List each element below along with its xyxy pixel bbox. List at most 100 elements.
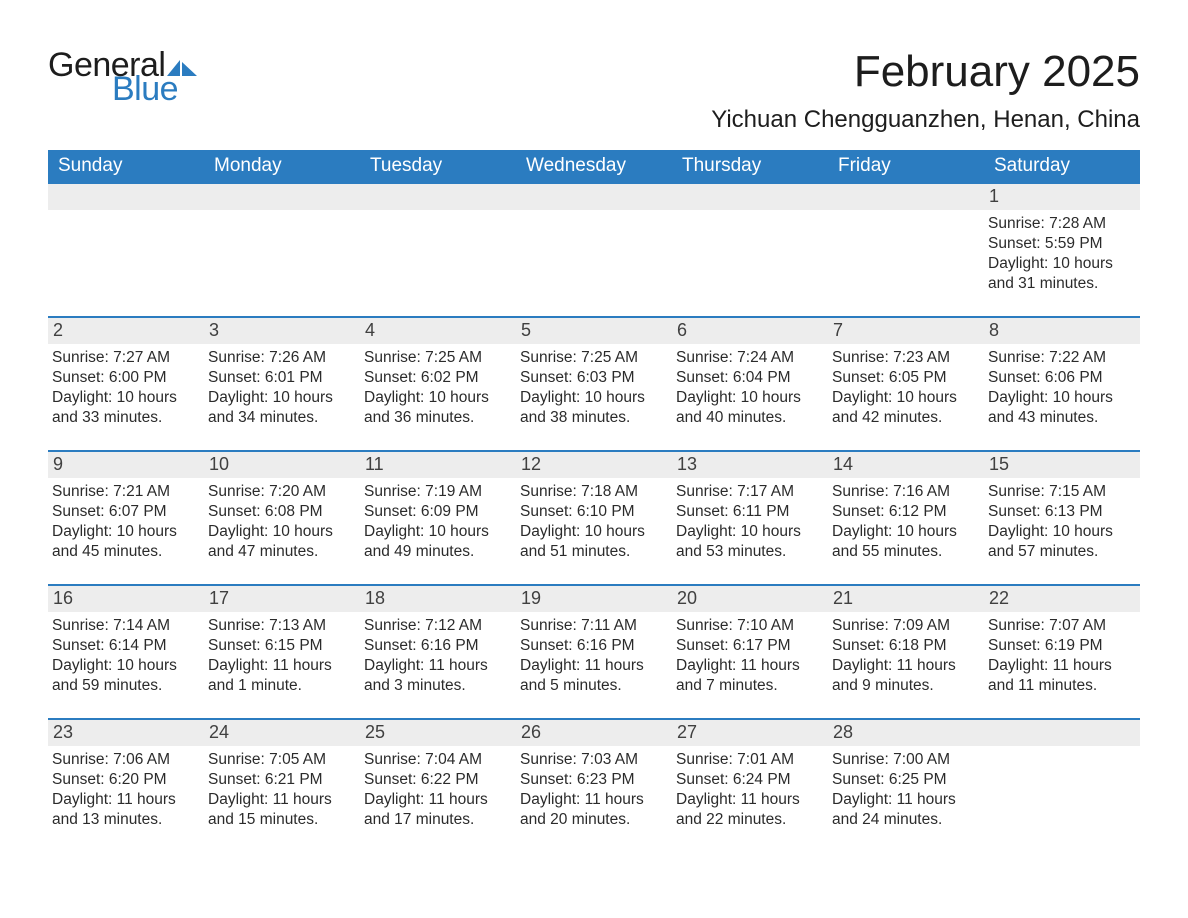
day-body: Sunrise: 7:17 AMSunset: 6:11 PMDaylight:… <box>676 482 822 563</box>
sunrise-text: Sunrise: 7:01 AM <box>676 750 818 770</box>
day-number: 25 <box>360 720 516 745</box>
day-cell: 4Sunrise: 7:25 AMSunset: 6:02 PMDaylight… <box>360 317 516 451</box>
day-number: 5 <box>516 318 672 343</box>
day-number: 1 <box>984 184 1140 209</box>
day-cell: 24Sunrise: 7:05 AMSunset: 6:21 PMDayligh… <box>204 719 360 852</box>
day-number: 21 <box>828 586 984 611</box>
day-cell: 17Sunrise: 7:13 AMSunset: 6:15 PMDayligh… <box>204 585 360 719</box>
day-body: Sunrise: 7:09 AMSunset: 6:18 PMDaylight:… <box>832 616 978 697</box>
sunrise-text: Sunrise: 7:06 AM <box>52 750 194 770</box>
sunset-text: Sunset: 6:12 PM <box>832 502 974 522</box>
day-number: 24 <box>204 720 360 745</box>
day-number <box>828 184 984 209</box>
sunset-text: Sunset: 6:05 PM <box>832 368 974 388</box>
day-number: 12 <box>516 452 672 477</box>
sunrise-text: Sunrise: 7:25 AM <box>520 348 662 368</box>
day-cell <box>516 183 672 317</box>
daylight-text: Daylight: 11 hours and 15 minutes. <box>208 790 350 830</box>
day-number: 11 <box>360 452 516 477</box>
sunrise-text: Sunrise: 7:17 AM <box>676 482 818 502</box>
day-body: Sunrise: 7:20 AMSunset: 6:08 PMDaylight:… <box>208 482 354 563</box>
daylight-text: Daylight: 11 hours and 9 minutes. <box>832 656 974 696</box>
calendar: SundayMondayTuesdayWednesdayThursdayFrid… <box>48 150 1140 852</box>
sunrise-text: Sunrise: 7:28 AM <box>988 214 1130 234</box>
day-body: Sunrise: 7:14 AMSunset: 6:14 PMDaylight:… <box>52 616 198 697</box>
sunset-text: Sunset: 6:19 PM <box>988 636 1130 656</box>
daylight-text: Daylight: 10 hours and 40 minutes. <box>676 388 818 428</box>
daylight-text: Daylight: 11 hours and 13 minutes. <box>52 790 194 830</box>
day-cell: 2Sunrise: 7:27 AMSunset: 6:00 PMDaylight… <box>48 317 204 451</box>
day-cell: 1 Sunrise: 7:28 AMSunset: 5:59 PMDaylight… <box>984 183 1140 317</box>
daylight-text: Daylight: 11 hours and 22 minutes. <box>676 790 818 830</box>
sunset-text: Sunset: 6:18 PM <box>832 636 974 656</box>
day-number: 7 <box>828 318 984 343</box>
daylight-text: Daylight: 10 hours and 38 minutes. <box>520 388 662 428</box>
sunrise-text: Sunrise: 7:03 AM <box>520 750 662 770</box>
day-of-week-row: SundayMondayTuesdayWednesdayThursdayFrid… <box>48 150 1140 183</box>
daylight-text: Daylight: 10 hours and 51 minutes. <box>520 522 662 562</box>
sunrise-text: Sunrise: 7:19 AM <box>364 482 506 502</box>
day-body: Sunrise: 7:16 AMSunset: 6:12 PMDaylight:… <box>832 482 978 563</box>
sunset-text: Sunset: 6:15 PM <box>208 636 350 656</box>
day-number: 15 <box>984 452 1140 477</box>
daylight-text: Daylight: 11 hours and 17 minutes. <box>364 790 506 830</box>
day-number: 22 <box>984 586 1140 611</box>
sunset-text: Sunset: 6:10 PM <box>520 502 662 522</box>
day-cell: 23Sunrise: 7:06 AMSunset: 6:20 PMDayligh… <box>48 719 204 852</box>
day-body: Sunrise: 7:25 AMSunset: 6:03 PMDaylight:… <box>520 348 666 429</box>
day-number <box>48 184 204 209</box>
day-number: 18 <box>360 586 516 611</box>
day-cell: 26Sunrise: 7:03 AMSunset: 6:23 PMDayligh… <box>516 719 672 852</box>
daylight-text: Daylight: 10 hours and 34 minutes. <box>208 388 350 428</box>
sunset-text: Sunset: 6:13 PM <box>988 502 1130 522</box>
day-body: Sunrise: 7:26 AMSunset: 6:01 PMDaylight:… <box>208 348 354 429</box>
sunrise-text: Sunrise: 7:10 AM <box>676 616 818 636</box>
day-body: Sunrise: 7:01 AMSunset: 6:24 PMDaylight:… <box>676 750 822 831</box>
sunset-text: Sunset: 6:01 PM <box>208 368 350 388</box>
day-body: Sunrise: 7:19 AMSunset: 6:09 PMDaylight:… <box>364 482 510 563</box>
sunset-text: Sunset: 6:21 PM <box>208 770 350 790</box>
week-row: 9Sunrise: 7:21 AMSunset: 6:07 PMDaylight… <box>48 451 1140 585</box>
day-number: 13 <box>672 452 828 477</box>
day-body: Sunrise: 7:10 AMSunset: 6:17 PMDaylight:… <box>676 616 822 697</box>
day-body: Sunrise: 7:00 AMSunset: 6:25 PMDaylight:… <box>832 750 978 831</box>
week-row: 1 Sunrise: 7:28 AMSunset: 5:59 PMDaylight… <box>48 183 1140 317</box>
sunrise-text: Sunrise: 7:12 AM <box>364 616 506 636</box>
sunset-text: Sunset: 6:11 PM <box>676 502 818 522</box>
week-row: 16 Sunrise: 7:14 AMSunset: 6:14 PMDayligh… <box>48 585 1140 719</box>
location: Yichuan Chengguanzhen, Henan, China <box>711 106 1140 134</box>
sunrise-text: Sunrise: 7:14 AM <box>52 616 194 636</box>
day-number: 16 <box>48 586 204 611</box>
daylight-text: Daylight: 11 hours and 1 minute. <box>208 656 350 696</box>
day-number: 17 <box>204 586 360 611</box>
day-number: 8 <box>984 318 1140 343</box>
day-cell: 27Sunrise: 7:01 AMSunset: 6:24 PMDayligh… <box>672 719 828 852</box>
day-number <box>984 720 1140 745</box>
sunrise-text: Sunrise: 7:22 AM <box>988 348 1130 368</box>
day-body: Sunrise: 7:06 AMSunset: 6:20 PMDaylight:… <box>52 750 198 831</box>
day-number: 19 <box>516 586 672 611</box>
logo-text-blue: Blue <box>112 72 197 106</box>
day-number: 14 <box>828 452 984 477</box>
day-body: Sunrise: 7:28 AMSunset: 5:59 PMDaylight:… <box>988 214 1134 295</box>
daylight-text: Daylight: 10 hours and 31 minutes. <box>988 254 1130 294</box>
sunrise-text: Sunrise: 7:07 AM <box>988 616 1130 636</box>
day-cell <box>828 183 984 317</box>
sunset-text: Sunset: 6:24 PM <box>676 770 818 790</box>
sunrise-text: Sunrise: 7:18 AM <box>520 482 662 502</box>
sunrise-text: Sunrise: 7:21 AM <box>52 482 194 502</box>
day-number: 20 <box>672 586 828 611</box>
daylight-text: Daylight: 10 hours and 53 minutes. <box>676 522 818 562</box>
sunset-text: Sunset: 6:02 PM <box>364 368 506 388</box>
sunset-text: Sunset: 6:17 PM <box>676 636 818 656</box>
daylight-text: Daylight: 11 hours and 20 minutes. <box>520 790 662 830</box>
sunset-text: Sunset: 6:20 PM <box>52 770 194 790</box>
logo: General Blue <box>48 48 197 106</box>
sunrise-text: Sunrise: 7:27 AM <box>52 348 194 368</box>
sunset-text: Sunset: 6:23 PM <box>520 770 662 790</box>
daylight-text: Daylight: 10 hours and 42 minutes. <box>832 388 974 428</box>
day-of-week-header: Tuesday <box>360 150 516 183</box>
day-cell <box>672 183 828 317</box>
day-cell: 14 Sunrise: 7:16 AMSunset: 6:12 PMDayligh… <box>828 451 984 585</box>
daylight-text: Daylight: 10 hours and 55 minutes. <box>832 522 974 562</box>
